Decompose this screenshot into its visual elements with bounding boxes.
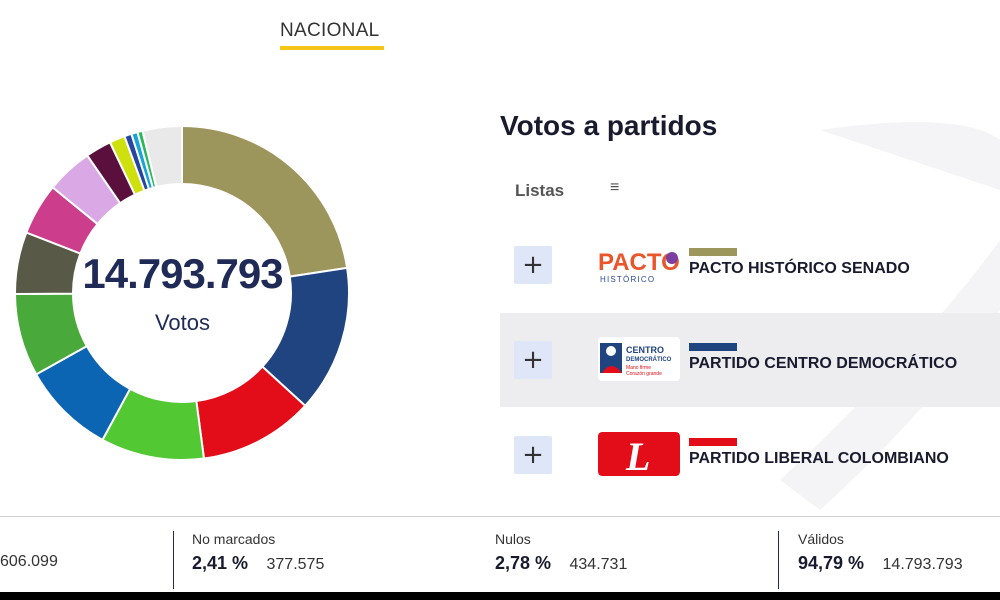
menu-icon[interactable]: ≡ <box>610 179 620 196</box>
party-name: PARTIDO CENTRO DEMOCRÁTICO <box>689 355 958 372</box>
vote-summary-bar: 606.099 No marcados 2,41 % 377.575 Nulos… <box>0 516 1000 593</box>
centro-democratico-logo: CENTRO DEMOCRÁTICO Mano firme Corazón gr… <box>598 337 680 381</box>
party-color-swatch <box>689 248 737 256</box>
party-color-swatch <box>689 438 737 446</box>
donut-slice-0[interactable] <box>181 124 349 278</box>
stat-no-marcados: No marcados 2,41 % 377.575 <box>192 531 324 574</box>
votes-donut-chart <box>13 124 350 461</box>
stat-value: 434.731 <box>569 556 628 573</box>
expand-button[interactable]: + <box>514 246 552 284</box>
centro-logo-subtext-2: Mano firme <box>626 365 651 371</box>
stat-label: Válidos <box>798 531 844 547</box>
stat-validos: Válidos 94,79 % 14.793.793 <box>798 531 963 574</box>
party-color-swatch <box>689 343 737 351</box>
total-votes-value: 14.793.793 <box>82 250 283 297</box>
section-title: Votos a partidos <box>500 110 718 141</box>
stat-value: 606.099 <box>0 553 58 570</box>
partido-liberal-logo: L <box>598 432 680 476</box>
stat-label <box>0 531 58 549</box>
stat-value: 14.793.793 <box>882 556 963 573</box>
party-name: PACTO HISTÓRICO SENADO <box>689 260 910 277</box>
party-row-pacto-historico[interactable]: + PACTO HISTÓRICO PACTO HISTÓRICO SENADO <box>500 218 1000 312</box>
active-tab-indicator <box>280 46 384 50</box>
pacto-logo-text: PACTO <box>598 249 680 276</box>
stat-divider <box>778 531 779 589</box>
centro-logo-subtext: DEMOCRÁTICO <box>626 356 672 363</box>
stat-percent: 2,78 % <box>495 553 552 573</box>
stat-divider <box>173 531 174 589</box>
expand-button[interactable]: + <box>514 341 552 379</box>
stat-label: No marcados <box>192 531 276 547</box>
centro-logo-text: CENTRO <box>626 345 664 355</box>
stat-value: 377.575 <box>266 556 325 573</box>
liberal-logo-text: L <box>625 434 650 476</box>
pacto-historico-logo: PACTO HISTÓRICO <box>598 242 680 286</box>
stat-percent: 2,41 % <box>192 553 249 573</box>
centro-logo-subtext-3: Corazón grande <box>626 371 662 377</box>
bottom-edge <box>0 592 1000 600</box>
lists-column-header: Listas <box>515 181 565 200</box>
party-row-partido-liberal[interactable]: + L PARTIDO LIBERAL COLOMBIANO <box>500 408 1000 502</box>
party-name: PARTIDO LIBERAL COLOMBIANO <box>689 450 949 467</box>
total-votes-label: Votos <box>154 310 211 335</box>
expand-button[interactable]: + <box>514 436 552 474</box>
tab-nacional[interactable]: NACIONAL <box>280 20 380 41</box>
stat-percent: 94,79 % <box>798 553 865 573</box>
pacto-logo-subtext: HISTÓRICO <box>600 275 655 284</box>
party-row-centro-democratico[interactable]: + CENTRO DEMOCRÁTICO Mano firme Corazón … <box>500 313 1000 407</box>
stat-partial: 606.099 <box>0 531 58 571</box>
donut-slice-14[interactable] <box>141 124 183 189</box>
stat-label: Nulos <box>495 531 531 547</box>
stat-nulos: Nulos 2,78 % 434.731 <box>495 531 627 574</box>
